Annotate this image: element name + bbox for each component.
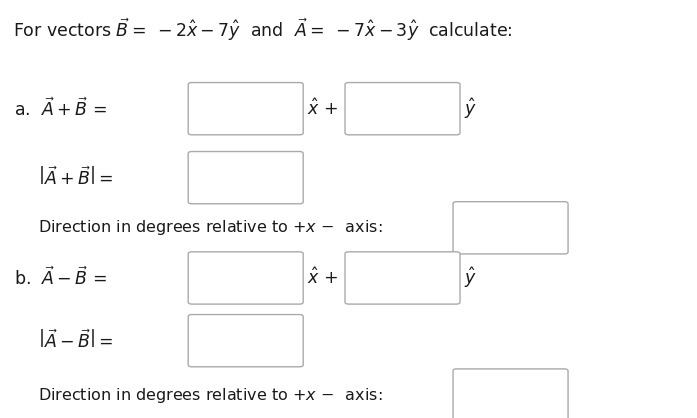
Text: Direction in degrees relative to $+x\,-\,$ axis:: Direction in degrees relative to $+x\,-\…: [38, 218, 383, 237]
FancyBboxPatch shape: [345, 83, 460, 135]
Text: $\hat{y}$: $\hat{y}$: [464, 96, 477, 121]
Text: For vectors $\vec{B} = \;-2\hat{x} - 7\hat{y}$  and  $\vec{A} = \;-7\hat{x} - 3\: For vectors $\vec{B} = \;-2\hat{x} - 7\h…: [13, 16, 512, 43]
FancyBboxPatch shape: [188, 83, 303, 135]
Text: $\left|\vec{A} + \vec{B}\right| =$: $\left|\vec{A} + \vec{B}\right| =$: [38, 166, 114, 189]
Text: a.  $\vec{A} + \vec{B}\, =$: a. $\vec{A} + \vec{B}\, =$: [14, 97, 107, 120]
FancyBboxPatch shape: [345, 252, 460, 304]
Text: $\hat{x}\, +$: $\hat{x}\, +$: [307, 98, 338, 119]
FancyBboxPatch shape: [188, 152, 303, 204]
FancyBboxPatch shape: [453, 201, 568, 254]
Text: b.  $\vec{A} - \vec{B}\, =$: b. $\vec{A} - \vec{B}\, =$: [14, 267, 107, 289]
Text: $\left|\vec{A} - \vec{B}\right| =$: $\left|\vec{A} - \vec{B}\right| =$: [38, 329, 114, 352]
Text: $\hat{y}$: $\hat{y}$: [464, 265, 477, 291]
FancyBboxPatch shape: [188, 252, 303, 304]
FancyBboxPatch shape: [188, 314, 303, 367]
Text: $\hat{x}\, +$: $\hat{x}\, +$: [307, 268, 338, 288]
FancyBboxPatch shape: [453, 369, 568, 418]
Text: Direction in degrees relative to $+x\,-\,$ axis:: Direction in degrees relative to $+x\,-\…: [38, 385, 383, 405]
